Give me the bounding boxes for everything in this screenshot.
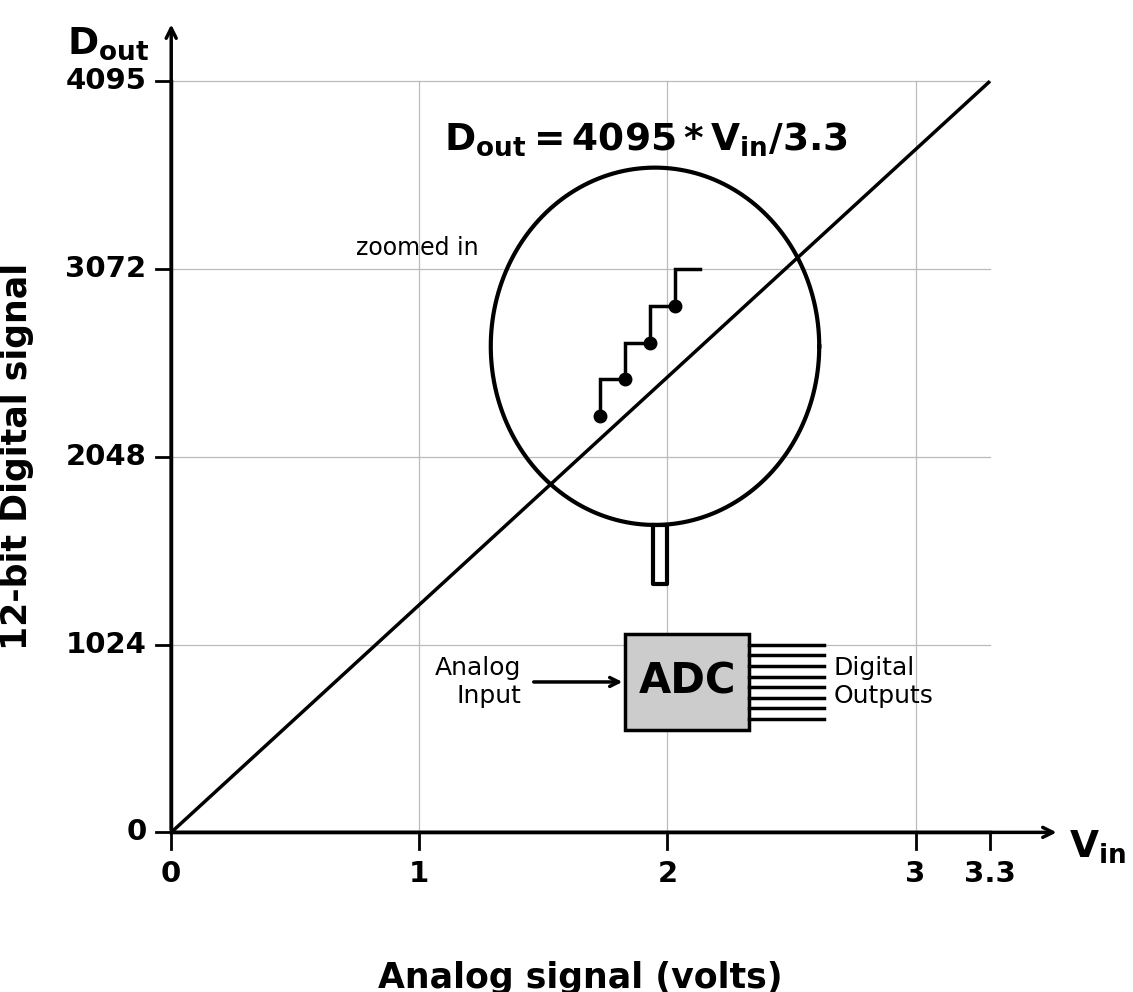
Text: 1024: 1024: [66, 631, 146, 659]
Text: 4095: 4095: [66, 67, 146, 95]
Text: 2: 2: [657, 860, 678, 888]
Text: ADC: ADC: [639, 661, 736, 703]
Text: 12-bit Digital signal: 12-bit Digital signal: [0, 263, 34, 651]
Text: $\mathbf{D_{out} = 4095*V_{in}/3.3}$: $\mathbf{D_{out} = 4095*V_{in}/3.3}$: [444, 120, 847, 158]
Text: 3: 3: [905, 860, 926, 888]
Bar: [625, 634, 749, 730]
Text: $\mathbf{D_{out}}$: $\mathbf{D_{out}}$: [67, 26, 150, 62]
Text: 3.3: 3.3: [964, 860, 1016, 888]
Text: 0: 0: [161, 860, 181, 888]
Text: 0: 0: [126, 818, 146, 846]
Text: Analog
Input: Analog Input: [435, 656, 521, 708]
Text: 3072: 3072: [66, 255, 146, 283]
Text: zoomed in: zoomed in: [356, 236, 478, 260]
Text: $\mathbf{V_{in}}$: $\mathbf{V_{in}}$: [1070, 828, 1126, 866]
Text: Digital
Outputs: Digital Outputs: [834, 656, 934, 708]
Text: Analog signal (volts): Analog signal (volts): [378, 961, 783, 992]
Text: 2048: 2048: [66, 442, 146, 471]
Text: 1: 1: [409, 860, 429, 888]
